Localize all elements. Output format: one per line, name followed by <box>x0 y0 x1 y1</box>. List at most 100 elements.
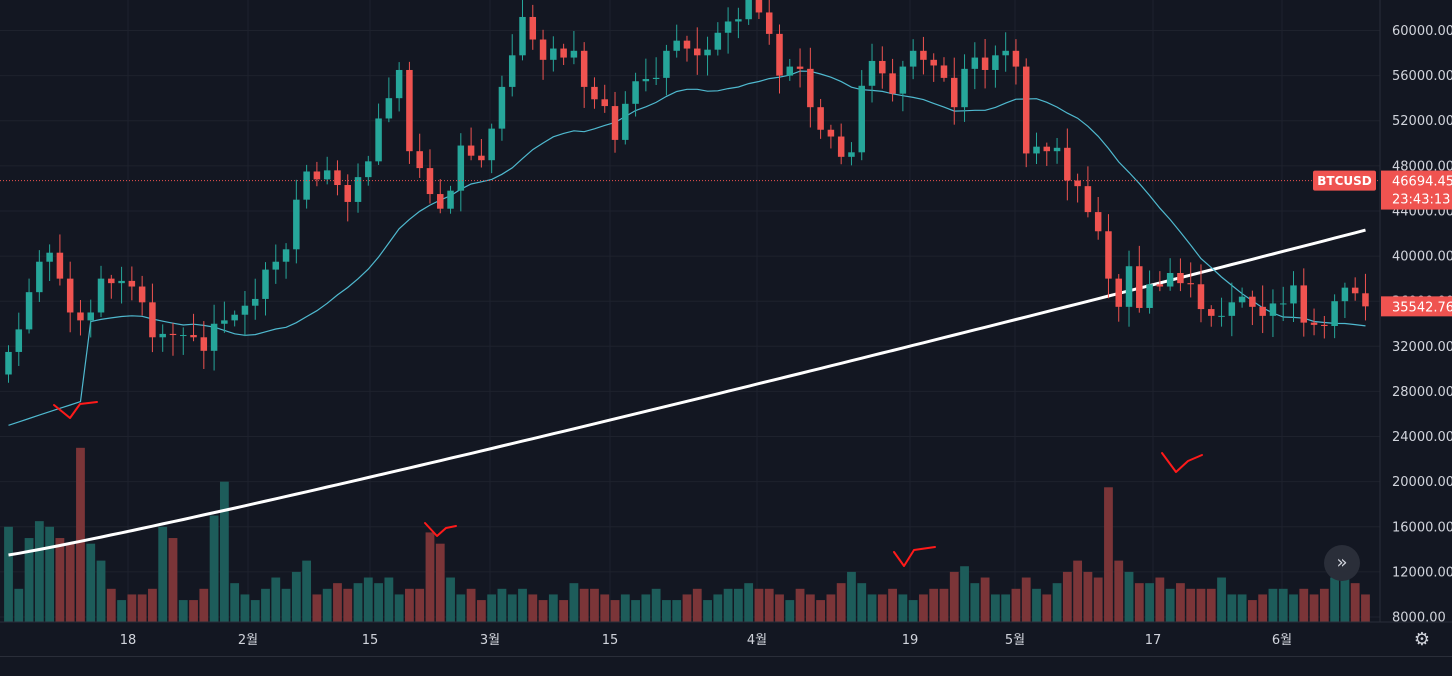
checkmark-annotation <box>1161 452 1203 473</box>
candle-down <box>920 50 927 60</box>
candle-down <box>827 129 835 137</box>
candle-up <box>858 85 865 153</box>
candle-up <box>1228 302 1236 316</box>
candle-up <box>251 298 259 306</box>
volume-bar <box>1155 577 1165 622</box>
candle-down <box>1012 50 1020 67</box>
candle-down <box>1249 296 1256 307</box>
volume-bar <box>374 583 383 622</box>
candle-down <box>416 151 423 169</box>
candle-up <box>180 335 187 337</box>
candle-down <box>611 106 619 140</box>
volume-bar <box>1104 487 1113 622</box>
candle-down <box>1156 284 1164 287</box>
volume-bar <box>939 588 949 622</box>
volume-bar <box>106 588 116 622</box>
volume-bar <box>816 600 826 622</box>
candle-down <box>1259 306 1266 316</box>
volume-bar <box>1206 588 1216 622</box>
volume-bar <box>877 594 887 622</box>
volume-bar <box>579 588 589 622</box>
volume-bar <box>672 600 682 622</box>
candle-up <box>1269 303 1277 316</box>
volume-bar <box>775 594 784 622</box>
price-tick-label: 24000.00 <box>1392 430 1452 445</box>
volume-bar <box>528 594 538 622</box>
volume-bar <box>127 594 137 622</box>
volume-bar <box>487 594 497 622</box>
volume-bar <box>836 583 846 622</box>
candle-up <box>15 329 23 352</box>
candle-down <box>138 286 146 303</box>
candle-up <box>652 77 660 79</box>
gear-icon[interactable]: ⚙ <box>1413 629 1431 650</box>
candle-down <box>1136 266 1143 308</box>
candle-down <box>1064 147 1071 181</box>
time-tick-label: 5월 <box>1005 633 1025 648</box>
volume-bar <box>507 594 517 622</box>
volume-bar <box>723 588 733 622</box>
current-price-tag <box>1381 170 1452 210</box>
candle-down <box>1105 231 1112 279</box>
volume-bars <box>4 447 1370 622</box>
candle-down <box>313 171 321 180</box>
volume-bar <box>641 594 651 622</box>
candle-down <box>1351 287 1359 294</box>
candles <box>5 0 1369 383</box>
scroll-to-realtime-button[interactable]: » <box>1324 545 1360 581</box>
volume-bar <box>754 588 764 622</box>
candle-up <box>272 261 280 270</box>
volume-bar <box>189 600 198 622</box>
candle-up <box>663 50 670 78</box>
price-tags: BTCUSD 46694.45 23:43:13 35542.76 <box>1313 170 1452 317</box>
volume-bar <box>199 588 209 622</box>
volume-bar <box>497 588 507 622</box>
volume-bar <box>970 583 980 622</box>
candle-up <box>642 78 650 82</box>
volume-bar <box>1330 577 1340 622</box>
time-tick-label: 3월 <box>480 633 500 648</box>
volume-bar <box>76 447 85 622</box>
volume-bar <box>857 583 867 622</box>
volume-bar <box>898 594 908 622</box>
volume-bar <box>1011 588 1021 622</box>
candle-down <box>560 48 567 58</box>
volume-bar <box>847 571 856 622</box>
candle-down <box>56 252 64 279</box>
volume-bar <box>240 594 250 622</box>
volume-bar <box>1062 571 1072 622</box>
volume-bar <box>1319 588 1329 622</box>
candle-down <box>940 65 948 78</box>
volume-bar <box>600 594 610 622</box>
checkmark-annotation <box>893 546 936 567</box>
candle-down <box>149 302 156 338</box>
candle-up <box>25 292 33 330</box>
checkmark-annotation <box>424 522 457 537</box>
candle-up <box>5 351 12 375</box>
candle-down <box>128 280 136 287</box>
ma-short-line <box>8 70 1366 426</box>
candle-up <box>1218 315 1225 317</box>
candle-up <box>354 177 362 202</box>
candle-down <box>1177 272 1184 284</box>
volume-bar <box>559 600 569 622</box>
candle-down <box>776 33 783 76</box>
price-tick-label: 52000.00 <box>1392 114 1452 129</box>
candle-up <box>735 19 742 22</box>
volume-bar <box>86 543 96 622</box>
candle-up <box>395 69 403 99</box>
candle-up <box>97 278 105 313</box>
volume-bar <box>178 600 188 622</box>
candle-down <box>437 194 444 209</box>
candle-up <box>508 55 516 87</box>
candle-down <box>1084 186 1092 213</box>
candle-up <box>1146 284 1153 308</box>
candle-up <box>899 66 907 94</box>
grid <box>0 0 1380 622</box>
candle-up <box>786 66 794 76</box>
current-price-label: 46694.45 <box>1392 175 1452 190</box>
price-tick-label: 60000.00 <box>1392 24 1452 39</box>
candle-up <box>303 171 310 200</box>
